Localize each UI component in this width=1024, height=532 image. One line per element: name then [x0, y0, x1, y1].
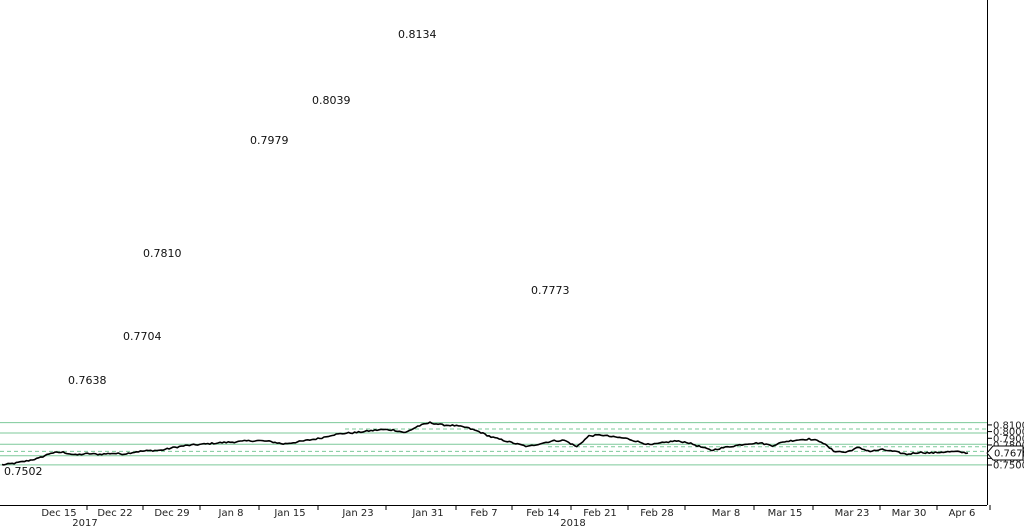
x-tick-label-8: Feb 14 [526, 508, 560, 519]
year-label-0: 2017 [72, 518, 97, 528]
x-tick-label-12: Mar 15 [768, 508, 803, 519]
x-tick-label-9: Feb 21 [583, 508, 617, 519]
x-tick-label-2: Dec 29 [154, 508, 189, 519]
x-axis: Dec 15 Dec 22 Dec 29 Jan 8 Jan 15 Jan 23 Jan 3… [0, 505, 991, 529]
x-tick-label-14: Mar 30 [892, 508, 927, 519]
x-tick-label-1: Dec 22 [97, 508, 132, 519]
price-series-line [1, 421, 969, 466]
x-tick-label-4: Jan 15 [273, 508, 305, 519]
annotation-label-2: 0.7704 [123, 330, 162, 343]
level-lines [0, 422, 987, 466]
x-tick-label-7: Feb 7 [470, 508, 497, 519]
annotation-label-7: 0.7773 [531, 284, 570, 297]
year-label-1: 2018 [560, 518, 585, 528]
annotation-label-1: 0.7638 [68, 374, 107, 387]
last-value-marker: 0.7679 [986, 445, 1024, 461]
x-tick-label-11: Mar 8 [712, 508, 740, 519]
x-tick-label-10: Feb 28 [640, 508, 674, 519]
last-value-box [986, 445, 1024, 461]
x-tick-label-15: Apr 6 [949, 508, 976, 519]
series-layer [1, 421, 969, 466]
x-tick-label-6: Jan 31 [411, 508, 443, 519]
x-tick-label-5: Jan 23 [341, 508, 373, 519]
x-tick-label-13: Mar 23 [835, 508, 870, 519]
annotation-labels: 0.7502 0.7638 0.7704 0.7810 0.7979 0.8039 0.81… [4, 28, 570, 478]
x-tick-label-0: Dec 15 [41, 508, 76, 519]
x-tick-label-3: Jan 8 [218, 508, 244, 519]
annotation-label-4: 0.7979 [250, 134, 289, 147]
annotation-label-0: 0.7502 [4, 465, 43, 478]
annotation-label-3: 0.7810 [143, 247, 182, 260]
annotation-label-6: 0.8134 [398, 28, 437, 41]
annotation-label-5: 0.8039 [312, 94, 351, 107]
last-value-label: 0.7679 [994, 449, 1024, 460]
